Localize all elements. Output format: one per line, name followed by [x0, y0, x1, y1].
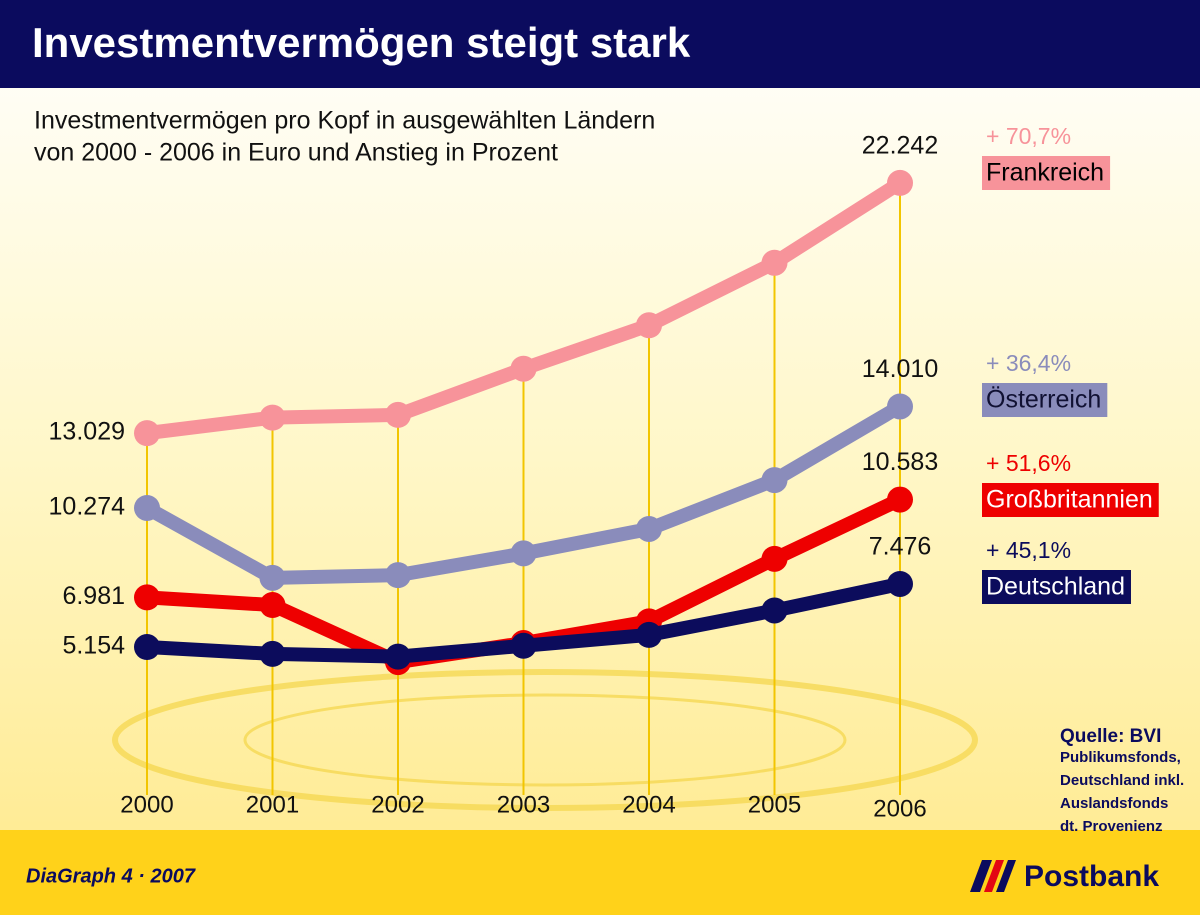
x-tick-label: 2006	[873, 795, 926, 822]
point	[134, 634, 160, 661]
logo	[970, 860, 1016, 892]
header-bar	[0, 0, 1200, 88]
change-label: + 70,7%	[986, 123, 1071, 149]
point	[761, 249, 788, 276]
point	[510, 632, 537, 659]
x-tick-label: 2001	[246, 791, 299, 818]
source-note: Quelle: BVI	[1060, 726, 1161, 747]
point	[761, 597, 788, 624]
footer-text: DiaGraph 4 · 2007	[26, 865, 196, 887]
change-label: + 45,1%	[986, 537, 1071, 563]
legend-swatch	[982, 156, 1111, 190]
data-label: 6.981	[62, 582, 125, 610]
subtitle: von 2000 - 2006 in Euro und Anstieg in P…	[34, 139, 558, 167]
x-tick-label: 2005	[748, 791, 801, 818]
legend-label: Großbritannien	[986, 486, 1153, 514]
point	[134, 584, 160, 611]
decoration	[112, 669, 978, 811]
point	[134, 420, 160, 447]
point	[259, 564, 286, 591]
data-label: 22.242	[862, 132, 938, 160]
legend-swatch	[982, 570, 1131, 604]
change-label: + 51,6%	[986, 450, 1071, 476]
x-tick-label: 2002	[371, 791, 424, 818]
x-tick-label: 2003	[497, 791, 550, 818]
point	[134, 494, 160, 521]
data-label: 13.029	[49, 418, 125, 446]
data-label: 7.476	[869, 533, 932, 561]
point	[761, 467, 788, 494]
legend-label: Österreich	[986, 386, 1101, 414]
source-note: dt. Provenienz	[1060, 818, 1163, 835]
point	[259, 640, 286, 667]
legend-swatch	[982, 383, 1108, 417]
data-label: 5.154	[62, 632, 125, 660]
legend-swatch	[982, 483, 1159, 517]
point	[510, 540, 537, 567]
source-note: Deutschland inkl.	[1060, 772, 1184, 789]
point	[761, 545, 788, 572]
footer-bar	[0, 830, 1200, 915]
source-note: Publikumsfonds,	[1060, 749, 1181, 766]
point	[385, 643, 411, 670]
point	[887, 169, 913, 196]
x-tick-label: 2004	[622, 791, 675, 818]
data-label: 14.010	[862, 355, 938, 383]
point	[385, 562, 411, 589]
source-note: Auslandsfonds	[1060, 795, 1168, 812]
legend-label: Deutschland	[986, 573, 1125, 601]
point	[887, 570, 913, 597]
point	[887, 393, 913, 420]
point	[887, 486, 913, 513]
point	[636, 621, 662, 648]
data-label: 10.583	[862, 448, 938, 476]
data-label: 10.274	[49, 493, 126, 521]
subtitle: Investmentvermögen pro Kopf in ausgewähl…	[34, 107, 655, 135]
point	[259, 592, 286, 619]
legend-label: Frankreich	[986, 159, 1104, 187]
point	[385, 401, 411, 428]
chart-title: Investmentvermögen steigt stark	[32, 19, 691, 66]
point	[636, 312, 662, 339]
point	[510, 355, 537, 382]
point	[636, 515, 662, 542]
brand: Postbank	[1024, 860, 1159, 893]
change-label: + 36,4%	[986, 350, 1071, 376]
point	[259, 404, 286, 431]
x-tick-label: 2000	[120, 791, 173, 818]
